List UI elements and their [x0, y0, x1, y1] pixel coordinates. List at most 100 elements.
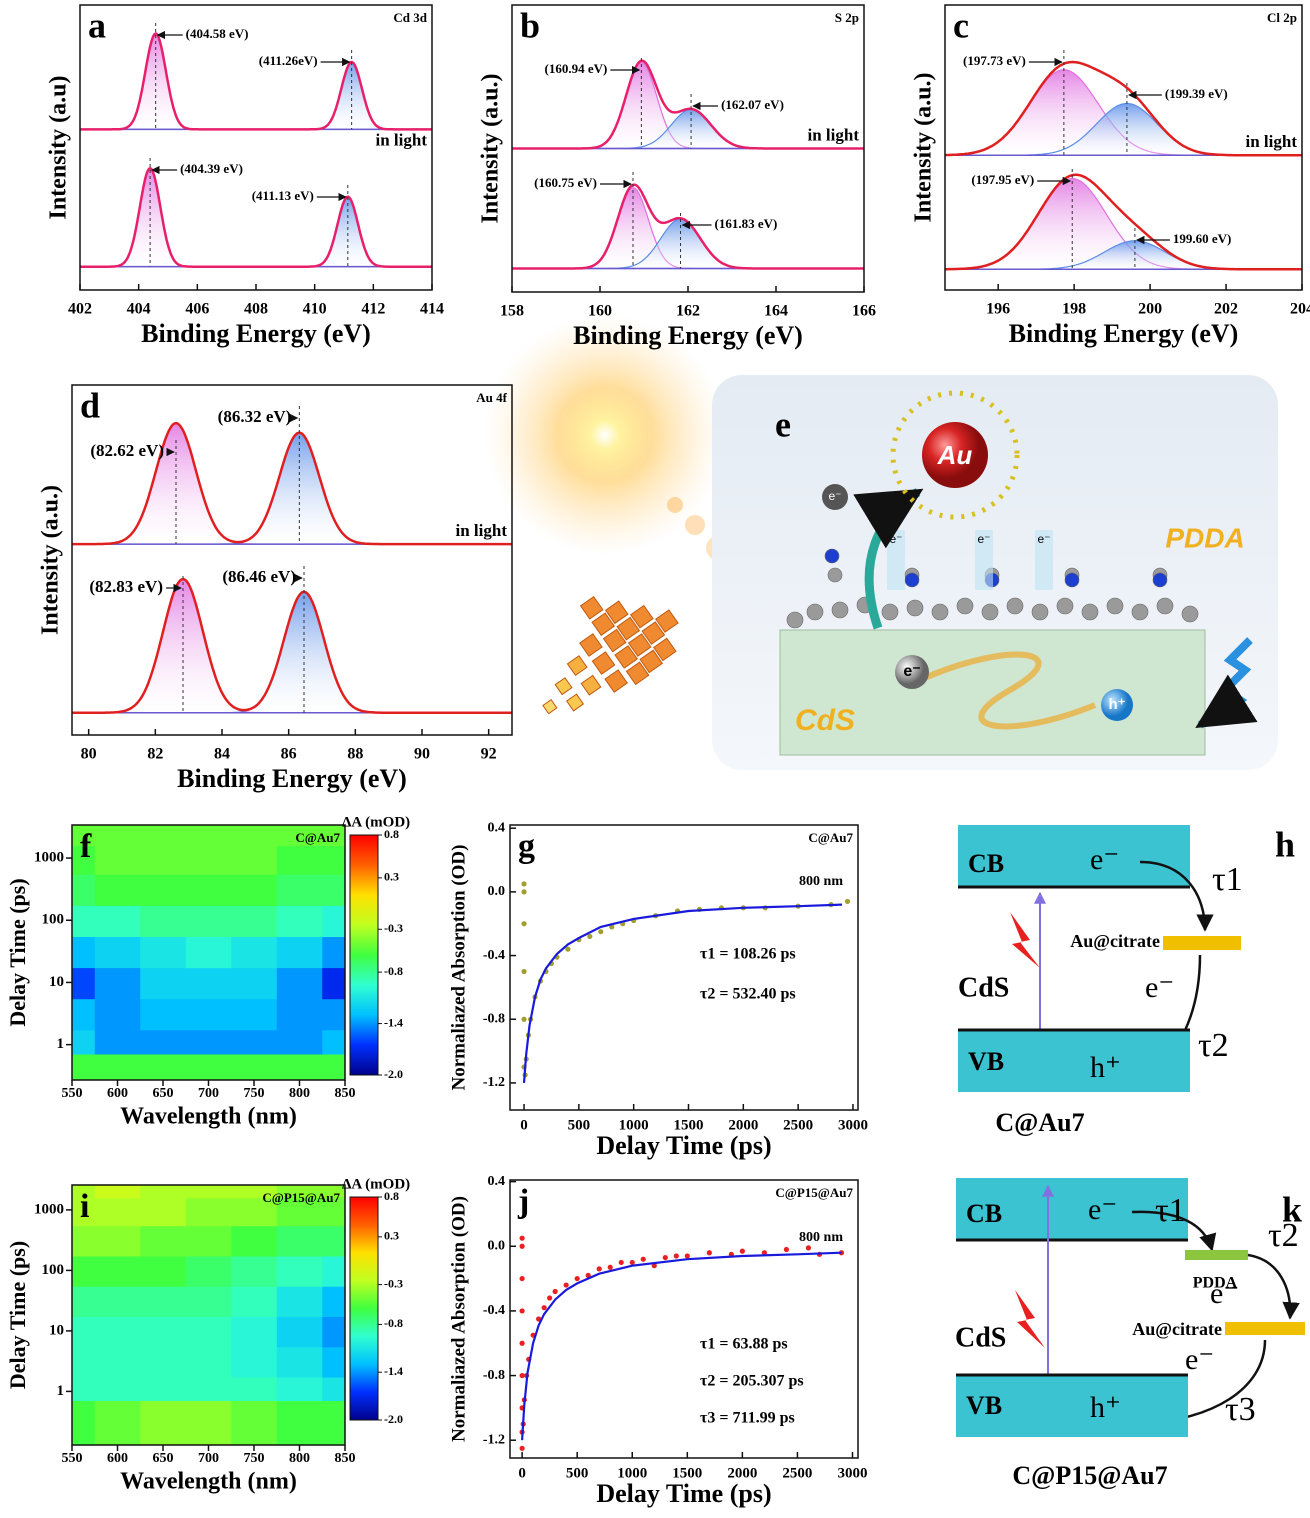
colorbar-tick-label: 0.8: [384, 827, 399, 841]
cds-label: CdS: [955, 1322, 1006, 1353]
x-tick-label: 800: [289, 1451, 310, 1466]
colorbar-tick-label: -0.3: [384, 921, 403, 935]
tau-label: τ1: [1155, 1192, 1186, 1229]
peak-label: (197.73 eV): [963, 53, 1026, 68]
heatmap-cell: [94, 874, 141, 906]
x-tick-label: 1000: [619, 1117, 649, 1133]
x-tick-label: 204: [1290, 301, 1310, 318]
lifetime-label: τ3 = 711.99 ps: [700, 1410, 795, 1427]
heatmap-cell: [72, 1029, 96, 1055]
heatmap-cell: [322, 874, 345, 906]
y-axis-label: Normaliazed Absorption (OD): [448, 845, 469, 1091]
x-tick-label: 2000: [728, 1117, 758, 1133]
heatmap-cell: [140, 825, 187, 847]
x-tick-label: 196: [986, 301, 1010, 318]
y-tick-label: 0.4: [488, 1174, 506, 1189]
chart-title: C@Au7: [808, 830, 853, 845]
heatmap-cell: [231, 1286, 278, 1317]
x-tick-label: 84: [214, 746, 230, 763]
pdda-level: [1185, 1250, 1248, 1260]
peak-label: (404.39 eV): [180, 161, 243, 176]
heatmap-cell: [322, 936, 345, 969]
heatmap-cell: [140, 1197, 187, 1227]
heatmap-cell: [231, 967, 278, 1000]
electron-sphere: [895, 655, 929, 689]
fit-component: [80, 167, 432, 268]
heatmap-cell: [276, 845, 323, 875]
heatmap-cell: [140, 905, 187, 938]
heatmap-cell: [140, 998, 187, 1031]
heatmap-cell: [94, 845, 141, 875]
panel-label: i: [80, 1188, 89, 1225]
data-point: [844, 898, 851, 905]
x-tick-label: 198: [1062, 301, 1086, 318]
heatmap-cell: [322, 1286, 345, 1317]
plot-frame: [71, 384, 513, 736]
x-tick-label: 88: [347, 746, 363, 763]
heatmap-cell: [94, 1197, 141, 1227]
heatmap-cell: [94, 1346, 141, 1378]
heatmap-cell: [140, 967, 187, 1000]
transfer-arrow: [1131, 1210, 1217, 1252]
data-point: [651, 1263, 657, 1269]
y-tick-label: -0.8: [483, 1368, 505, 1383]
heatmap-cell: [140, 1185, 187, 1199]
condition-label: in light: [1246, 132, 1298, 151]
x-tick-label: 800: [289, 1086, 310, 1101]
heatmap-cell: [72, 1255, 96, 1287]
light-icon: [1015, 1290, 1045, 1348]
plot-area: [945, 60, 1302, 271]
x-tick-label: 1500: [673, 1117, 703, 1133]
heatmap-cell: [72, 905, 96, 938]
x-tick-label: 200: [1138, 301, 1162, 318]
heatmap-cell: [276, 1053, 323, 1080]
x-tick-label: 650: [153, 1451, 174, 1466]
data-point: [521, 968, 527, 975]
heatmap-cell: [140, 1346, 187, 1378]
cds-label: CdS: [795, 704, 855, 737]
data-point: [618, 1259, 624, 1266]
x-tick-label: 850: [335, 1451, 356, 1466]
plot-frame: [509, 824, 859, 1111]
tau-label: τ1: [1212, 861, 1243, 898]
heatmap-cell: [231, 1376, 278, 1402]
peak-label: (82.62 eV): [90, 441, 164, 460]
electron-label: e⁻: [1145, 971, 1174, 1004]
heatmap-cell: [322, 905, 345, 938]
heatmap-cell: [231, 1400, 278, 1445]
colorbar-tick-label: 0.3: [384, 870, 399, 884]
peak-label: (404.58 eV): [186, 26, 249, 41]
plot-area: [72, 825, 345, 1080]
chart-title: Cd 3d: [393, 10, 427, 25]
data-point: [706, 1250, 712, 1256]
x-tick-label: 160: [588, 303, 612, 320]
fit-envelope: [80, 32, 432, 131]
fit-envelope: [72, 577, 512, 714]
peak-label: (162.07 eV): [721, 97, 784, 112]
plot-area: [72, 422, 512, 714]
x-tick-label: 550: [62, 1451, 83, 1466]
data-point: [519, 1275, 525, 1282]
peak-label: (161.83 eV): [715, 216, 778, 231]
x-tick-label: 412: [361, 301, 385, 318]
heatmap-cell: [276, 967, 323, 1000]
cb-label: CB: [968, 849, 1004, 878]
chart-title: Cl 2p: [1267, 10, 1297, 25]
heatmap-cell: [140, 1225, 187, 1257]
heatmap-cell: [276, 1225, 323, 1257]
pdda-label: PDDA: [1165, 522, 1244, 553]
x-axis-label: Binding Energy (eV): [141, 319, 371, 348]
heatmap-cell: [231, 1346, 278, 1378]
y-tick-label: 0.4: [488, 820, 506, 835]
data-point: [519, 1243, 525, 1249]
x-tick-label: 700: [198, 1086, 219, 1101]
panel-label: j: [517, 1183, 529, 1220]
x-tick-label: 410: [303, 301, 327, 318]
data-point: [574, 1275, 580, 1282]
heatmap-cell: [276, 825, 323, 847]
colorbar-tick-label: -2.0: [384, 1067, 403, 1081]
y-axis-label: Intensity (a.u.): [38, 485, 64, 635]
data-point: [563, 1282, 569, 1288]
colorbar-tick-label: 0.3: [384, 1229, 399, 1243]
fit-envelope: [945, 60, 1302, 157]
